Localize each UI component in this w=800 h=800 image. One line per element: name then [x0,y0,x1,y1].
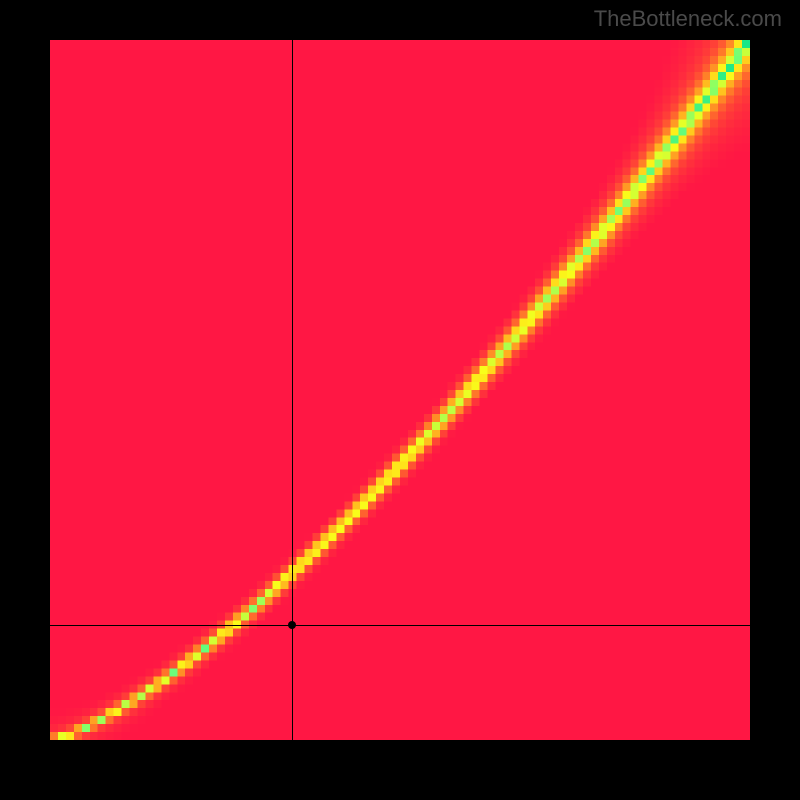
plot-area [50,40,750,740]
bottleneck-heatmap-canvas [50,40,750,740]
watermark-text: TheBottleneck.com [594,6,782,32]
